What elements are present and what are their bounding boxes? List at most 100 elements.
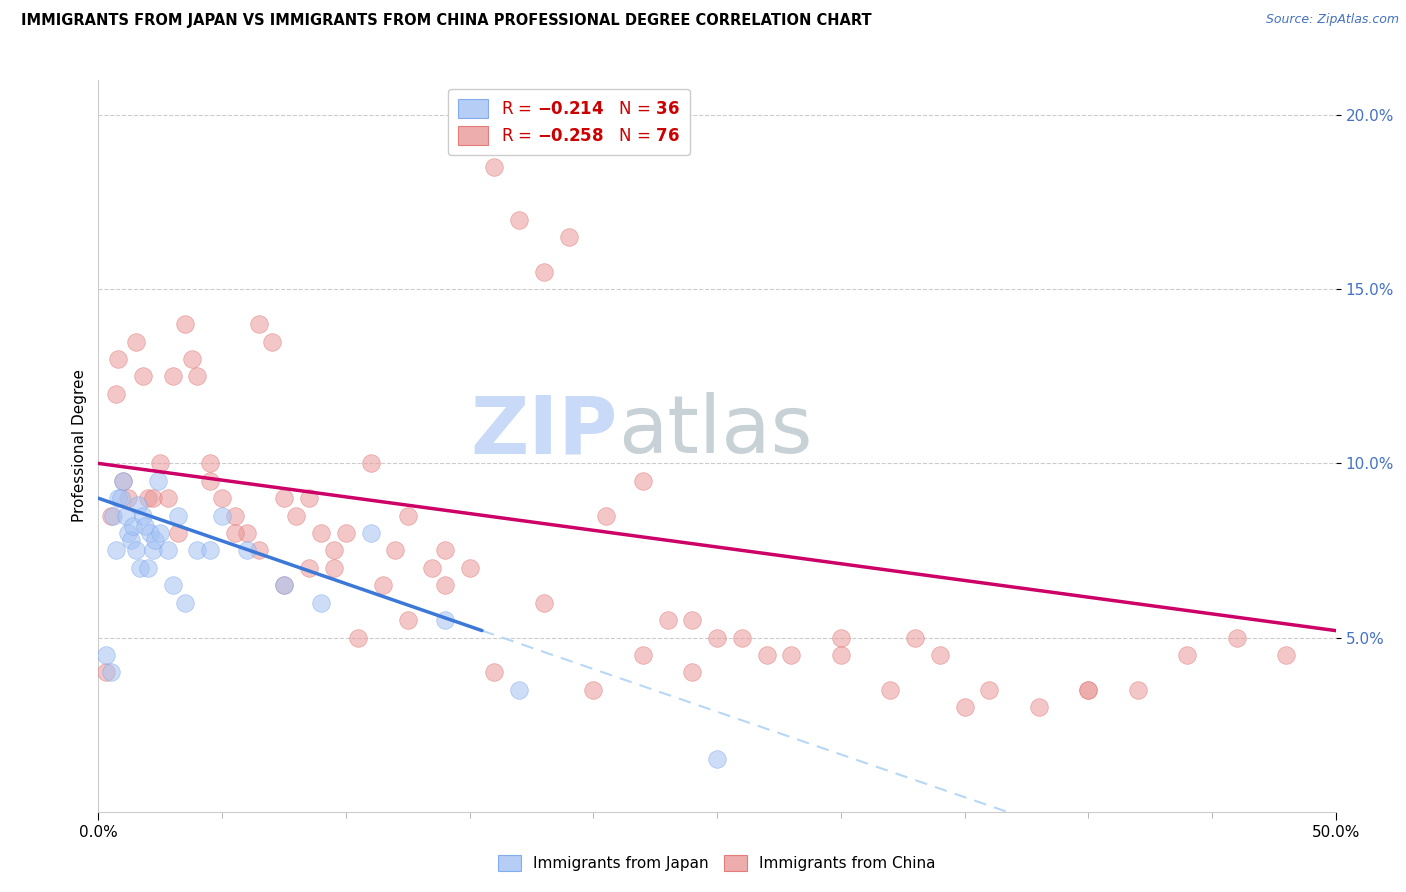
Point xyxy=(107,351,129,366)
Point xyxy=(124,543,146,558)
Point xyxy=(631,474,654,488)
Point xyxy=(731,631,754,645)
Point xyxy=(149,526,172,541)
Text: Source: ZipAtlas.com: Source: ZipAtlas.com xyxy=(1265,13,1399,27)
Point xyxy=(117,526,139,541)
Point xyxy=(247,317,270,331)
Point xyxy=(309,526,332,541)
Point xyxy=(458,561,481,575)
Point xyxy=(706,631,728,645)
Point xyxy=(142,491,165,506)
Point xyxy=(103,508,125,523)
Point xyxy=(1077,682,1099,697)
Point xyxy=(335,526,357,541)
Point xyxy=(830,648,852,662)
Point xyxy=(1275,648,1298,662)
Point xyxy=(1226,631,1249,645)
Point xyxy=(236,526,259,541)
Point xyxy=(298,561,321,575)
Point xyxy=(114,508,136,523)
Point xyxy=(273,491,295,506)
Point xyxy=(104,386,127,401)
Point xyxy=(122,519,145,533)
Point xyxy=(879,682,901,697)
Point xyxy=(174,317,197,331)
Point xyxy=(127,498,149,512)
Point xyxy=(928,648,950,662)
Text: IMMIGRANTS FROM JAPAN VS IMMIGRANTS FROM CHINA PROFESSIONAL DEGREE CORRELATION C: IMMIGRANTS FROM JAPAN VS IMMIGRANTS FROM… xyxy=(21,13,872,29)
Point xyxy=(134,519,156,533)
Point xyxy=(273,578,295,592)
Point xyxy=(94,648,117,662)
Point xyxy=(112,474,135,488)
Point xyxy=(112,474,135,488)
Point xyxy=(396,613,419,627)
Y-axis label: Professional Degree: Professional Degree xyxy=(72,369,87,523)
Point xyxy=(396,508,419,523)
Point xyxy=(484,161,506,175)
Point xyxy=(595,508,617,523)
Point xyxy=(198,457,221,471)
Point xyxy=(146,474,169,488)
Point xyxy=(582,682,605,697)
Point xyxy=(830,631,852,645)
Point xyxy=(1175,648,1198,662)
Point xyxy=(780,648,803,662)
Point xyxy=(198,543,221,558)
Point xyxy=(166,526,188,541)
Point xyxy=(484,665,506,680)
Point xyxy=(657,613,679,627)
Point xyxy=(508,682,530,697)
Point xyxy=(117,491,139,506)
Point xyxy=(298,491,321,506)
Point xyxy=(211,508,233,523)
Point xyxy=(107,491,129,506)
Point xyxy=(681,665,703,680)
Point xyxy=(236,543,259,558)
Point xyxy=(384,543,406,558)
Point xyxy=(120,533,142,547)
Point xyxy=(181,351,204,366)
Point xyxy=(129,561,152,575)
Point xyxy=(1077,682,1099,697)
Point xyxy=(979,682,1001,697)
Point xyxy=(533,265,555,279)
Point xyxy=(1028,700,1050,714)
Point xyxy=(681,613,703,627)
Point xyxy=(162,369,184,384)
Point xyxy=(360,526,382,541)
Point xyxy=(433,613,456,627)
Point xyxy=(211,491,233,506)
Point xyxy=(322,561,344,575)
Point xyxy=(557,230,579,244)
Point xyxy=(347,631,370,645)
Point xyxy=(198,474,221,488)
Point xyxy=(124,334,146,349)
Point xyxy=(309,596,332,610)
Point xyxy=(132,369,155,384)
Point xyxy=(360,457,382,471)
Point xyxy=(953,700,976,714)
Point xyxy=(166,508,188,523)
Point xyxy=(139,526,162,541)
Point xyxy=(100,508,122,523)
Text: ZIP: ZIP xyxy=(471,392,619,470)
Point xyxy=(104,543,127,558)
Point xyxy=(143,533,166,547)
Point xyxy=(755,648,778,662)
Point xyxy=(904,631,927,645)
Point xyxy=(631,648,654,662)
Point xyxy=(433,543,456,558)
Point xyxy=(156,491,179,506)
Point xyxy=(100,665,122,680)
Point xyxy=(533,596,555,610)
Point xyxy=(508,212,530,227)
Point xyxy=(422,561,444,575)
Point xyxy=(260,334,283,349)
Point xyxy=(186,369,208,384)
Point xyxy=(247,543,270,558)
Point xyxy=(1126,682,1149,697)
Point xyxy=(132,508,155,523)
Point xyxy=(94,665,117,680)
Point xyxy=(136,561,159,575)
